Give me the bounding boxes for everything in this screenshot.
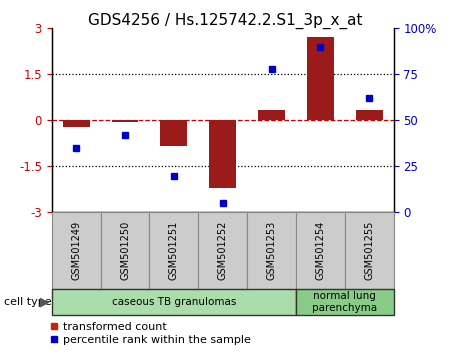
Bar [258,110,285,120]
Text: cell type: cell type [4,297,52,307]
Text: GDS4256 / Hs.125742.2.S1_3p_x_at: GDS4256 / Hs.125742.2.S1_3p_x_at [88,12,362,29]
Text: GSM501252: GSM501252 [218,221,228,280]
Bar [296,289,394,315]
Bar [296,212,345,289]
Bar [112,120,139,122]
Bar [101,212,149,289]
Legend: transformed count, percentile rank within the sample: transformed count, percentile rank withi… [50,322,251,345]
Text: ▶: ▶ [40,295,49,308]
Text: GSM501253: GSM501253 [266,221,277,280]
Text: normal lung
parenchyma: normal lung parenchyma [312,291,378,313]
Text: GSM501254: GSM501254 [315,221,325,280]
Bar [52,212,101,289]
Text: GSM501249: GSM501249 [71,221,81,280]
Bar [356,110,383,120]
Bar [161,120,187,145]
Bar [198,212,247,289]
Bar [307,37,334,120]
Bar [345,212,394,289]
Bar [149,212,198,289]
Bar [247,212,296,289]
Text: caseous TB granulomas: caseous TB granulomas [112,297,236,307]
Bar [52,289,296,315]
Bar [63,120,90,127]
Bar [209,120,236,188]
Text: GSM501255: GSM501255 [364,221,374,280]
Text: GSM501250: GSM501250 [120,221,130,280]
Text: GSM501251: GSM501251 [169,221,179,280]
